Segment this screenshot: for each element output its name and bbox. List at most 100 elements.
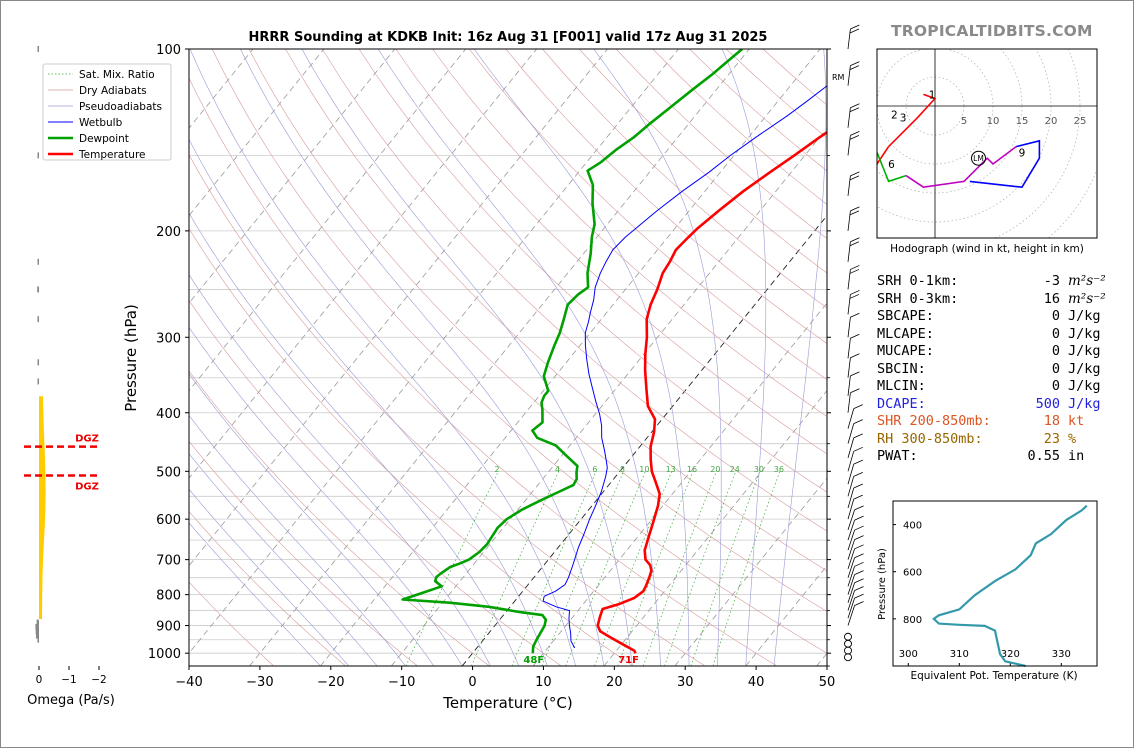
stat-value: 18 — [1043, 413, 1060, 429]
wind-barb — [847, 471, 863, 497]
wind-barb — [847, 388, 860, 413]
theta-e-y-tick: 600 — [903, 568, 922, 579]
stat-value: 16 — [1043, 290, 1060, 307]
stat-label: SRH 0-3km: — [877, 290, 959, 307]
y-tick-label: 900 — [156, 620, 181, 635]
legend-entry: Dry Adiabats — [79, 85, 147, 97]
x-tick-label: 10 — [535, 675, 552, 690]
isotherm — [461, 214, 827, 666]
y-tick-label: 200 — [156, 225, 181, 240]
stat-unit: J/kg — [1068, 325, 1101, 342]
hodograph-trace — [877, 152, 907, 183]
dry-adiabat — [211, 49, 827, 654]
stat-label: SBCIN: — [877, 360, 926, 377]
stat-value: 0.55 — [1027, 448, 1060, 464]
wind-barb — [847, 24, 860, 50]
rm-label: RM — [832, 73, 845, 82]
mixing-ratio-line — [617, 471, 694, 666]
isotherm — [189, 49, 325, 217]
omega-bar — [39, 472, 46, 479]
isotherm — [532, 302, 827, 666]
mixing-ratio-label: 10 — [639, 465, 649, 474]
y-tick-label: 600 — [156, 513, 181, 528]
dry-adiabat — [542, 49, 827, 309]
stat-unit: J/kg — [1068, 395, 1101, 412]
wind-barb — [847, 333, 860, 359]
moist-adiabat — [189, 326, 463, 666]
stat-row: SBCAPE: 0 J/kg — [877, 308, 1106, 326]
omega-bar — [37, 378, 39, 385]
mixing-ratio-line — [642, 471, 717, 666]
stat-value: 0 — [1051, 343, 1060, 359]
x-tick-label: 50 — [819, 675, 836, 690]
dry-adiabat — [189, 77, 778, 666]
wind-barb — [847, 206, 860, 231]
calm-wind-marker — [844, 646, 852, 655]
stat-row: SBCIN: 0 J/kg — [877, 361, 1106, 379]
storm-motion-marker — [971, 150, 986, 166]
omega-bar — [39, 521, 45, 528]
wind-barb — [847, 535, 864, 560]
omega-bar — [37, 316, 39, 323]
stat-unit: m²s⁻² — [1068, 273, 1106, 289]
theta-e-ylabel: Pressure (hPa) — [877, 548, 888, 620]
stat-row: MLCIN: 0 J/kg — [877, 378, 1106, 396]
hodograph-ring-label: 25 — [1074, 116, 1087, 127]
hodograph-trace — [888, 93, 937, 148]
stat-row: MLCAPE: 0 J/kg — [877, 326, 1106, 344]
isotherm — [189, 49, 608, 567]
omega-bar — [39, 531, 45, 538]
omega-bar — [36, 632, 39, 639]
legend-entry: Sat. Mix. Ratio — [79, 69, 155, 81]
omega-bar — [35, 624, 39, 631]
dry-adiabat — [395, 49, 827, 455]
hodograph-height-label: 1 — [929, 89, 936, 101]
wind-barb — [847, 353, 860, 378]
wind-barb — [847, 515, 864, 541]
hodograph-ring-label: 5 — [961, 116, 967, 127]
mixing-ratio-line — [594, 471, 673, 666]
mixing-ratio-line — [664, 471, 737, 666]
moist-adiabat — [593, 49, 722, 666]
moist-adiabat — [189, 415, 406, 666]
wind-barb — [847, 312, 860, 338]
omega-bar — [39, 553, 44, 560]
calm-wind-marker — [844, 639, 852, 648]
mixing-ratio-label: 20 — [710, 465, 720, 474]
omega-bar — [39, 427, 44, 434]
omega-tick-label: −1 — [61, 674, 76, 686]
dry-adiabat — [189, 370, 490, 666]
theta-e-line — [932, 504, 1088, 668]
wind-barb — [847, 601, 864, 626]
hodograph-trace — [905, 145, 1017, 189]
surface-temperature-label: 71F — [618, 655, 639, 666]
omega-bar — [39, 437, 45, 444]
omega-bar — [35, 628, 39, 635]
omega-bar — [39, 544, 44, 551]
wind-barb — [847, 290, 860, 315]
moist-adiabat — [377, 49, 661, 666]
omega-bar — [37, 258, 39, 265]
mixing-ratio-line — [712, 471, 781, 666]
omega-bar — [39, 446, 45, 453]
x-tick-label: −10 — [388, 675, 415, 690]
skewt-axes-box — [188, 48, 828, 667]
theta-e-x-tick: 310 — [950, 649, 969, 660]
wind-barb — [847, 553, 864, 578]
stat-label: RH 300-850mb: — [877, 430, 983, 447]
stat-label: MLCAPE: — [877, 325, 934, 342]
y-tick-label: 500 — [156, 465, 181, 480]
moist-adiabat — [301, 49, 633, 666]
theta-e-xlabel: Equivalent Pot. Temperature (K) — [910, 670, 1077, 682]
y-tick-label: 300 — [156, 331, 181, 346]
stat-row: MUCAPE: 0 J/kg — [877, 343, 1106, 361]
theta-e-x-tick: 300 — [899, 649, 918, 660]
isotherm — [1, 49, 40, 666]
stat-row: SRH 0-1km: -3 m²s⁻² — [877, 273, 1106, 291]
stat-label: SHR 200-850mb: — [877, 413, 991, 429]
dry-adiabat — [505, 49, 827, 344]
omega-bar — [39, 524, 45, 531]
stat-value: 23 — [1043, 430, 1060, 447]
stat-label: SRH 0-1km: — [877, 273, 959, 289]
omega-bar — [37, 286, 39, 293]
